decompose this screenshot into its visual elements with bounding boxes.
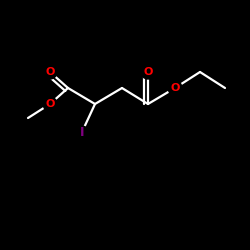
Circle shape	[168, 81, 182, 95]
Text: O: O	[170, 83, 180, 93]
Circle shape	[76, 126, 88, 138]
Circle shape	[141, 65, 155, 79]
Text: O: O	[45, 99, 55, 109]
Text: I: I	[80, 126, 84, 138]
Circle shape	[43, 65, 57, 79]
Circle shape	[43, 97, 57, 111]
Text: O: O	[143, 67, 153, 77]
Text: O: O	[45, 67, 55, 77]
